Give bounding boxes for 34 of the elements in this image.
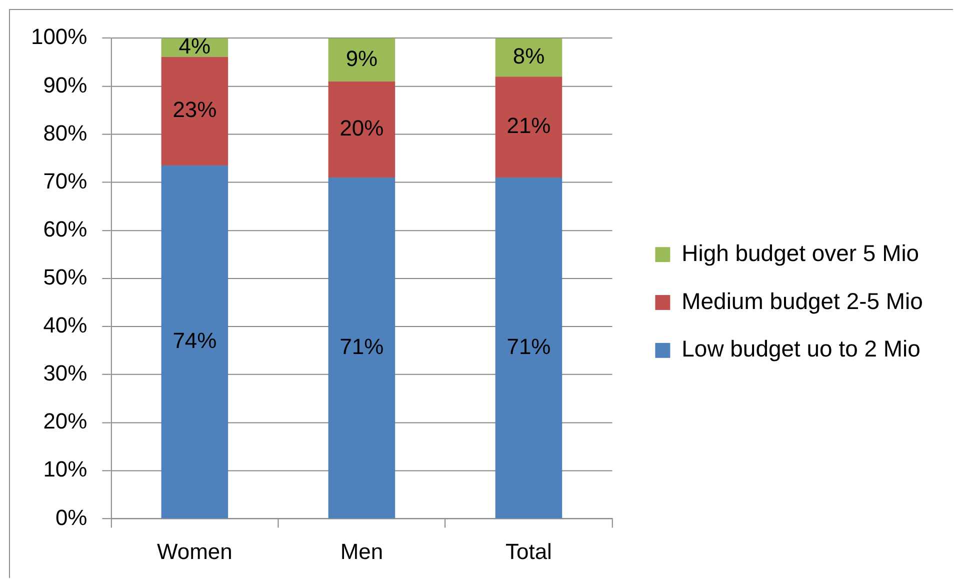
data-label: 9% xyxy=(346,46,378,71)
y-tick-label: 20% xyxy=(43,408,88,434)
bar xyxy=(495,38,562,77)
bar xyxy=(328,178,396,518)
bar xyxy=(328,38,396,82)
y-tick-label: 70% xyxy=(43,168,88,194)
bar xyxy=(495,76,562,178)
data-label: 20% xyxy=(340,116,384,141)
legend-label: Medium budget 2-5 Mio xyxy=(682,288,923,314)
bar xyxy=(328,81,396,178)
y-tick-label: 10% xyxy=(43,456,88,482)
y-tick-label: 0% xyxy=(55,504,88,530)
bar xyxy=(495,178,562,518)
legend-label: High budget over 5 Mio xyxy=(682,240,920,266)
legend-label: Low budget uo to 2 Mio xyxy=(682,336,920,362)
data-label: 71% xyxy=(340,334,384,359)
data-label: 21% xyxy=(506,113,551,138)
data-label: 8% xyxy=(512,43,545,68)
data-label: 23% xyxy=(172,97,217,122)
x-tick-label: Total xyxy=(506,538,552,564)
bar xyxy=(161,165,228,518)
x-tick-label: Women xyxy=(157,538,232,564)
y-tick-label: 100% xyxy=(31,24,88,50)
data-label: 74% xyxy=(172,328,217,353)
bar xyxy=(161,56,228,166)
y-tick-label: 60% xyxy=(43,216,88,242)
x-tick-label: Men xyxy=(340,538,384,564)
y-tick-label: 40% xyxy=(43,312,88,338)
y-tick-label: 90% xyxy=(43,72,88,98)
data-label: 4% xyxy=(178,34,211,59)
y-tick-label: 50% xyxy=(43,264,88,290)
data-label: 71% xyxy=(506,334,551,359)
y-tick-label: 30% xyxy=(43,360,88,386)
y-tick-label: 80% xyxy=(43,120,88,146)
